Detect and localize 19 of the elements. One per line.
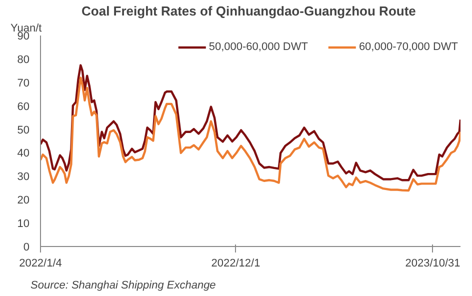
legend-label: 60,000-70,000 DWT — [358, 41, 458, 53]
y-tick-label: 20 — [17, 194, 30, 207]
legend-label: 50,000-60,000 DWT — [208, 41, 308, 53]
chart-title: Coal Freight Rates of Qinhuangdao-Guangzhou Route — [82, 4, 416, 18]
y-tick-label: 50 — [17, 124, 30, 136]
y-tick-label: 10 — [17, 218, 30, 230]
source-note: Source: Shanghai Shipping Exchange — [30, 280, 216, 292]
y-tick-label: 80 — [17, 54, 30, 66]
y-tick-label: 60 — [17, 100, 30, 113]
line-series — [40, 64, 460, 182]
x-tick-label: 2022/12/1 — [211, 258, 260, 270]
x-tick-label: 2022/1/4 — [19, 258, 62, 270]
y-tick-label: 30 — [17, 171, 30, 184]
y-tick-label: 70 — [17, 77, 30, 90]
line-series — [40, 76, 460, 192]
x-tick-label: 2023/10/31 — [405, 258, 460, 270]
y-tick-label: 0 — [23, 242, 30, 254]
y-tick-label: 90 — [17, 30, 30, 42]
y-tick-label: 40 — [17, 148, 30, 160]
